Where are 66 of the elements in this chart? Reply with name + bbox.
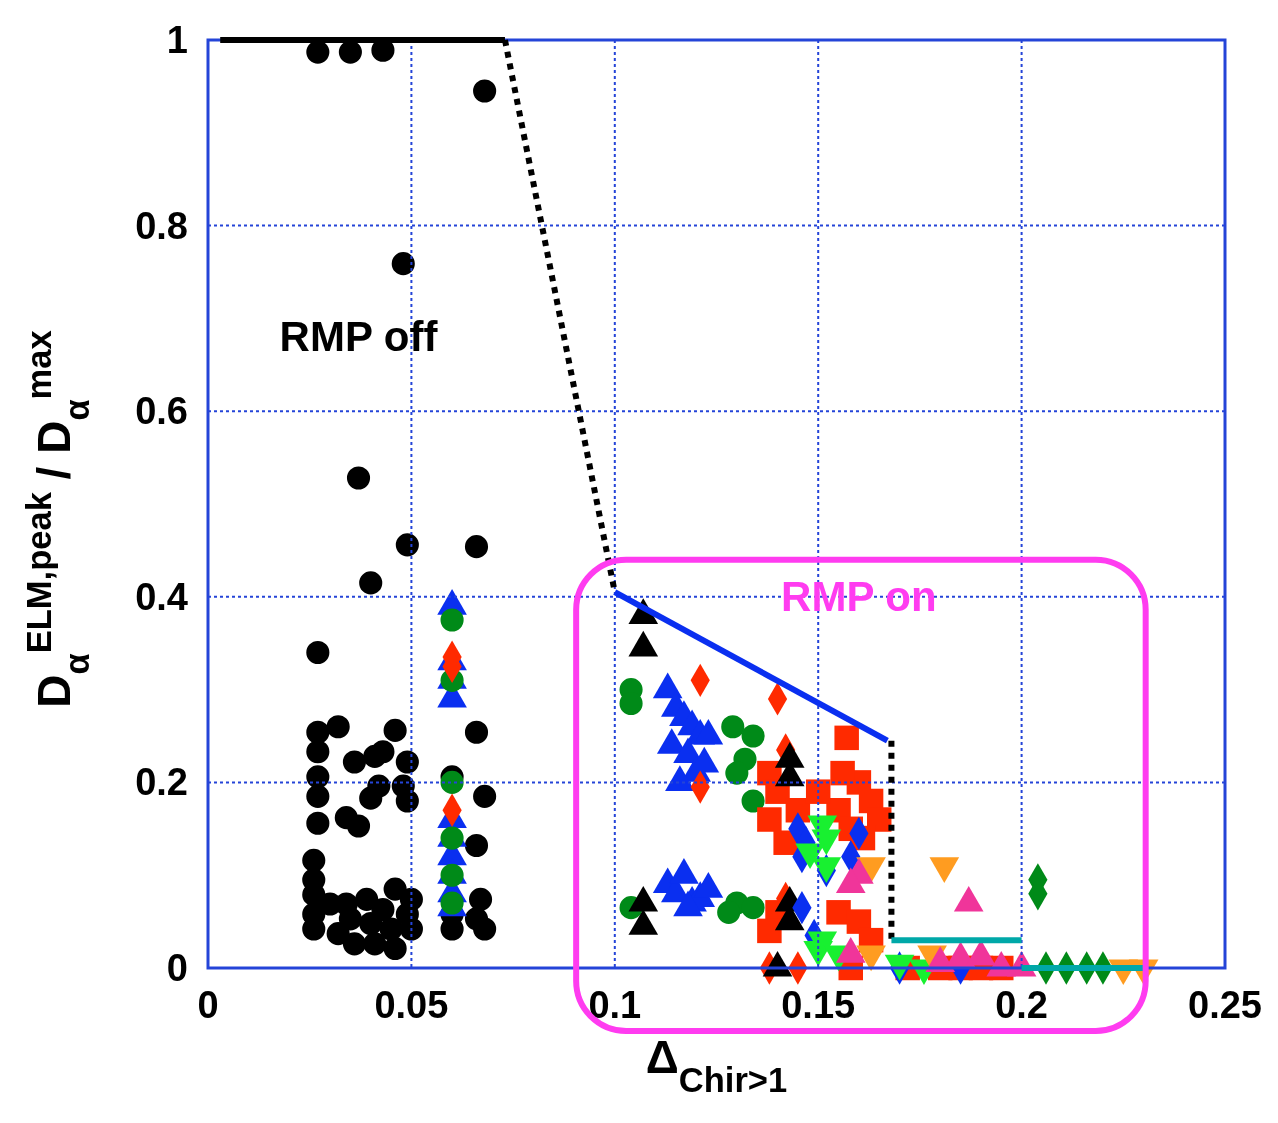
x-axis-title: Δ$_{Chir>1}$	[645, 1031, 788, 1099]
point	[464, 907, 489, 931]
point	[326, 715, 350, 739]
point	[473, 784, 497, 808]
annotation: RMP off	[279, 312, 439, 360]
y-tick-label: 0.8	[135, 204, 188, 247]
point	[830, 760, 855, 786]
point	[371, 898, 395, 922]
point	[399, 887, 423, 911]
point	[306, 811, 330, 835]
point	[834, 725, 859, 751]
point	[371, 740, 395, 764]
point	[399, 917, 423, 941]
point	[355, 887, 379, 911]
y-tick-label: 1	[166, 19, 188, 61]
point	[391, 252, 415, 276]
x-tick-label: 0.1	[588, 984, 642, 1026]
point	[473, 79, 497, 103]
point	[395, 533, 419, 557]
point	[464, 720, 489, 744]
point	[464, 833, 489, 858]
point	[440, 863, 464, 887]
point	[440, 608, 464, 632]
point	[346, 814, 371, 838]
point	[342, 932, 367, 956]
point	[464, 535, 489, 559]
y-tick-label: 0	[166, 947, 188, 989]
point	[741, 896, 765, 920]
point	[338, 907, 362, 931]
point	[306, 640, 330, 665]
point	[395, 789, 419, 813]
point	[757, 807, 782, 832]
y-tick-label: 0.6	[135, 390, 188, 433]
point	[741, 789, 765, 813]
point	[725, 761, 749, 785]
point	[306, 740, 330, 764]
x-tick-label: 0.25	[1188, 984, 1262, 1026]
point	[440, 826, 464, 850]
point	[338, 40, 362, 64]
point	[342, 750, 367, 774]
point	[717, 900, 741, 924]
x-tick-label: 0.2	[995, 984, 1049, 1026]
point	[383, 877, 407, 901]
y-tick-label: 0.2	[135, 761, 188, 804]
point	[359, 786, 383, 810]
point	[346, 466, 371, 490]
y-tick-label: 0.4	[135, 575, 188, 618]
point	[468, 887, 493, 911]
point	[306, 784, 330, 808]
point	[721, 715, 745, 739]
point	[805, 779, 831, 804]
point	[359, 571, 383, 595]
point	[306, 720, 330, 744]
point	[757, 918, 782, 944]
point	[363, 932, 387, 956]
point	[395, 750, 419, 774]
point	[383, 718, 407, 742]
x-tick-label: 0.05	[374, 984, 449, 1026]
point	[302, 848, 326, 872]
x-tick-label: 0.15	[781, 984, 856, 1026]
point	[383, 936, 407, 961]
x-tick-label: 0	[197, 984, 219, 1026]
point	[306, 40, 330, 64]
point	[440, 770, 464, 794]
annotation: RMP on	[781, 572, 937, 620]
point	[741, 724, 765, 748]
